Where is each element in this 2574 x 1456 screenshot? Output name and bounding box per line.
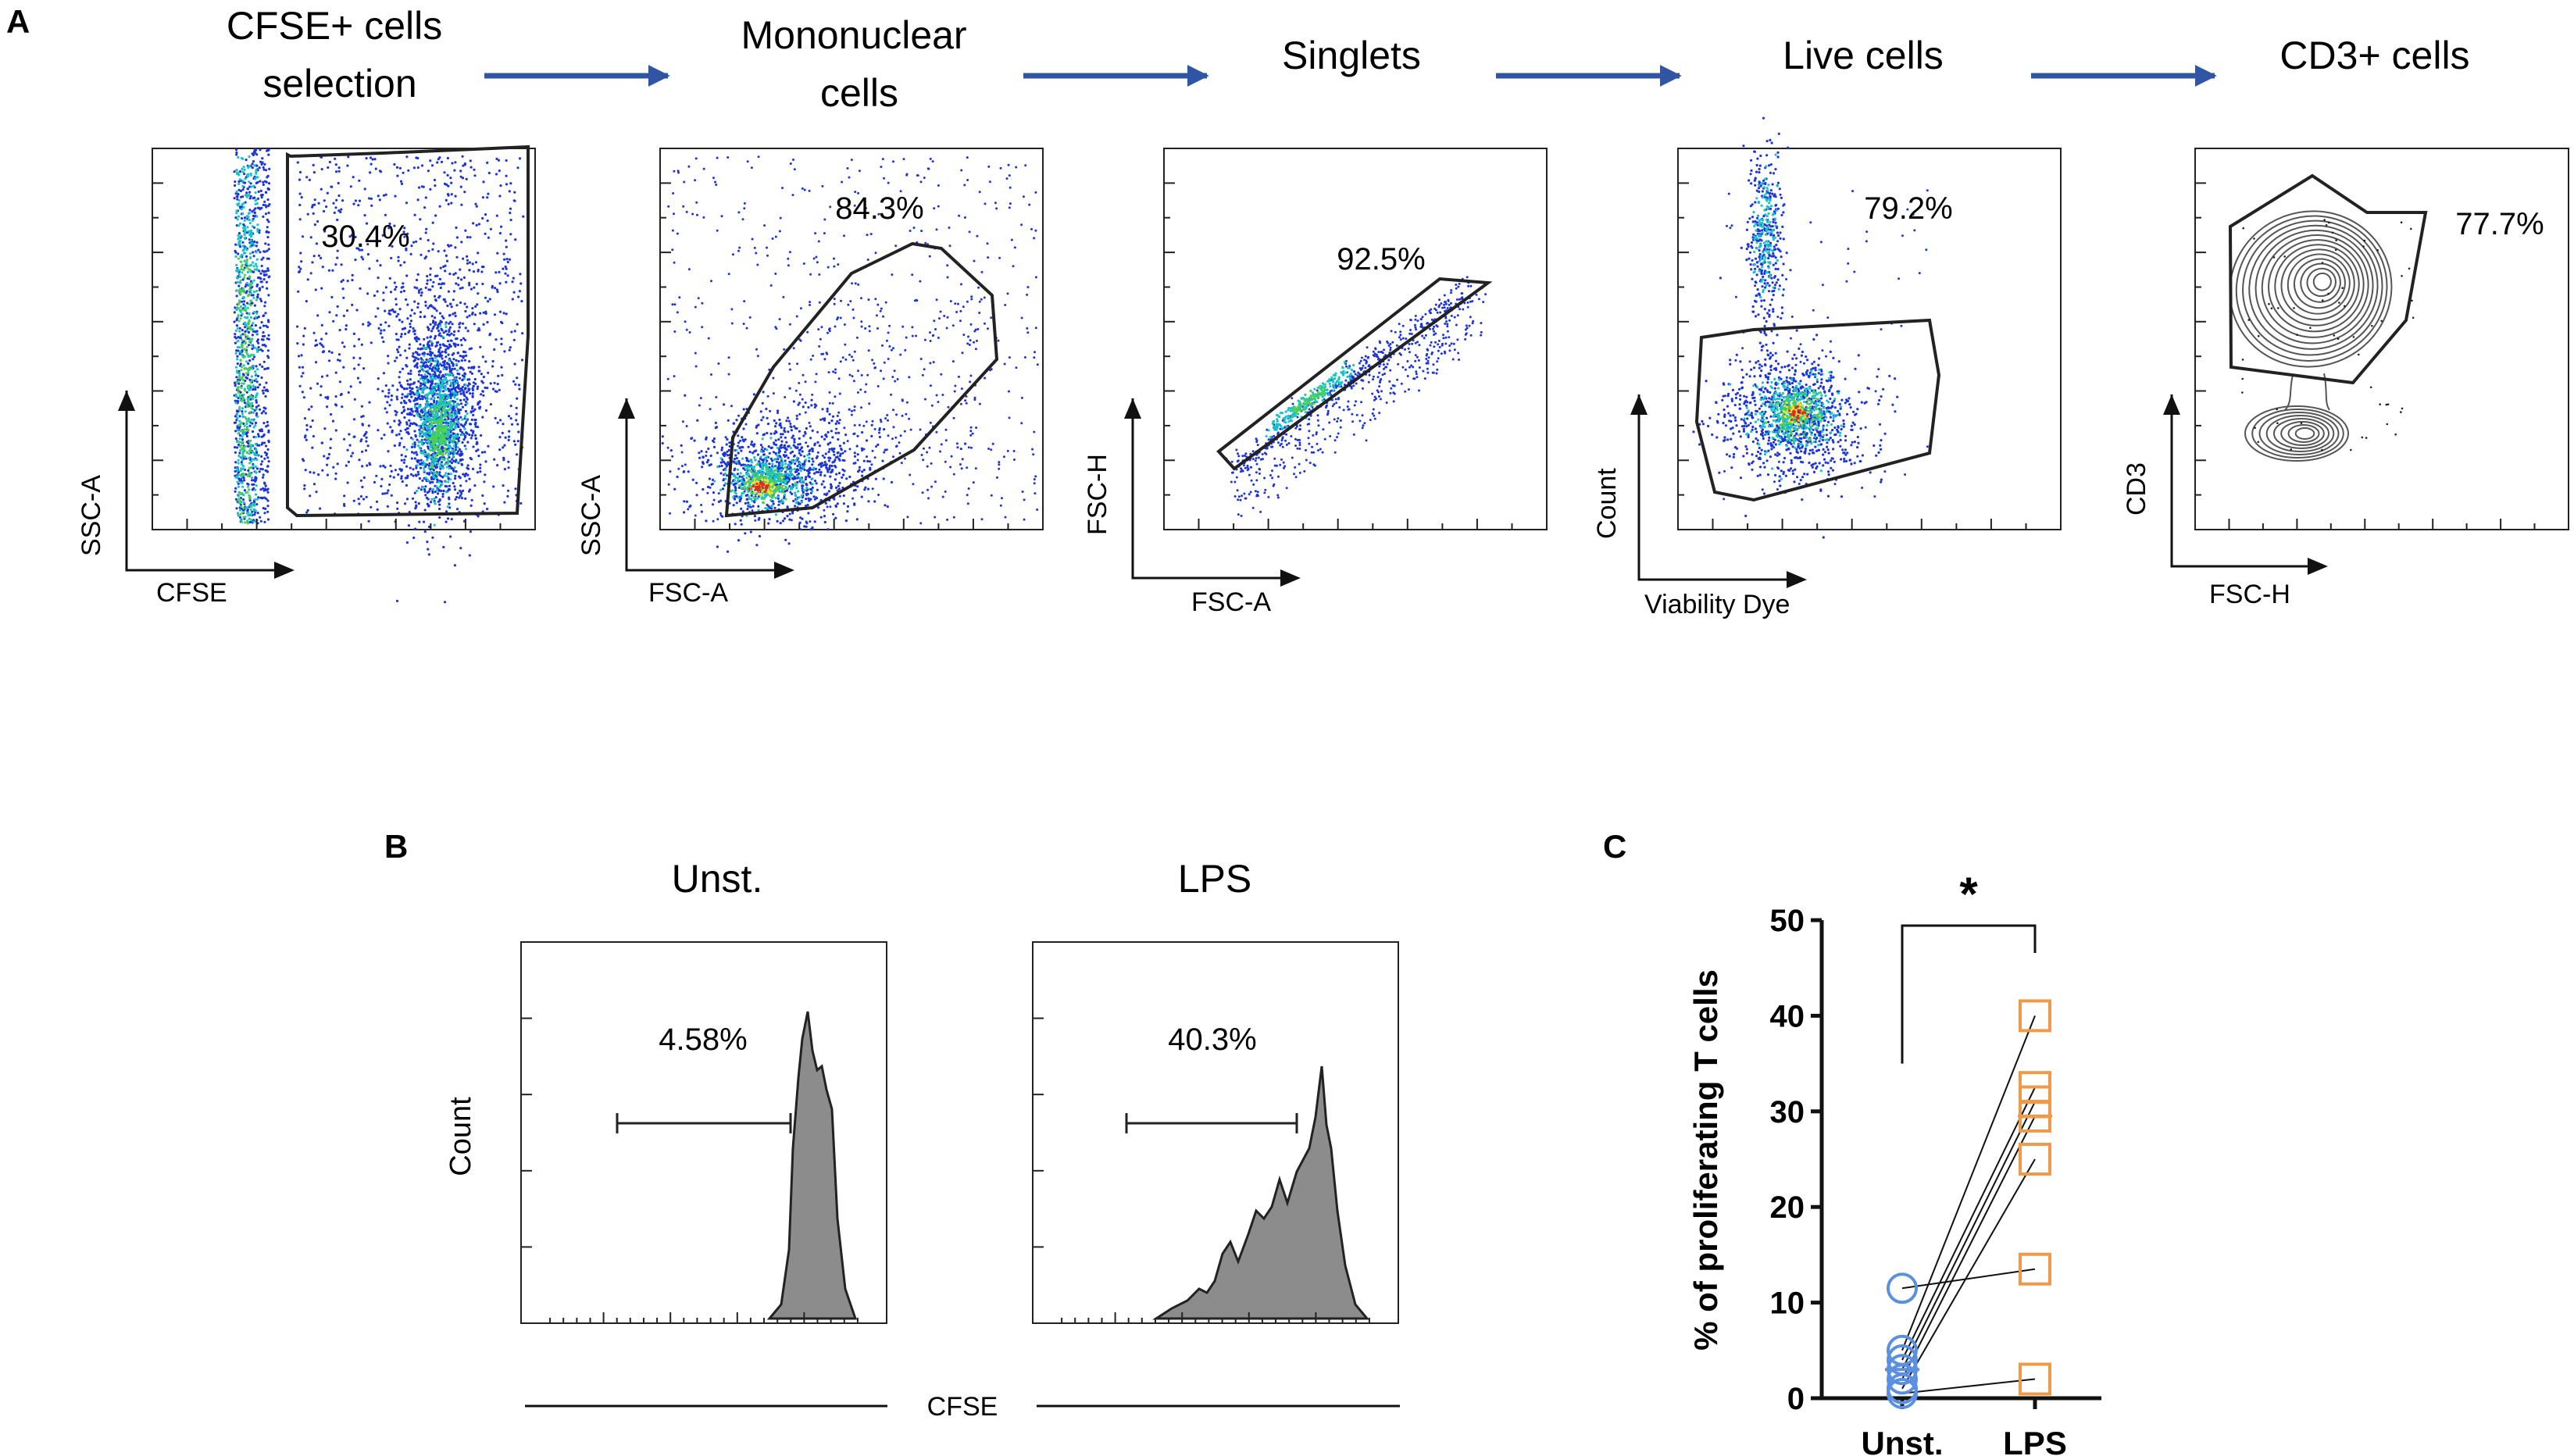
x-label-2: FSC-A: [648, 578, 728, 608]
plot-frame-ticks: [152, 182, 2536, 530]
gate-live: [1694, 318, 1941, 502]
gate-singlets: [1216, 277, 1493, 471]
panel-a-label: A: [6, 3, 30, 40]
axis-arrowhead-2-y: [618, 398, 635, 419]
chart-x-tick-label-1: LPS: [2003, 1425, 2067, 1456]
pair-line-5: [1901, 1158, 2036, 1390]
histogram-frame-ticks: [521, 1017, 1370, 1323]
significance-star: *: [1959, 868, 1978, 920]
percent-mononuclear: 84.3%: [835, 191, 923, 226]
pair-line-2: [1901, 1087, 2036, 1361]
y-label-4: Count: [1592, 468, 1622, 539]
histogram-lps-frame: [1032, 941, 1399, 1324]
percent-lps: 40.3%: [1168, 1022, 1256, 1057]
pair-line-4: [1901, 1115, 2036, 1379]
axis-arrows: [125, 391, 2324, 581]
lps-point-1: [2019, 999, 2051, 1033]
significance-bracket: [1901, 924, 2037, 1064]
histogram-x-label: CFSE: [927, 1392, 998, 1422]
gates: [286, 145, 2428, 518]
unst-point-0: [1887, 1272, 1918, 1304]
x-label-4: Viability Dye: [1644, 590, 1790, 619]
plot-frame-1: [152, 148, 536, 530]
x-label-3: FSC-A: [1191, 587, 1271, 617]
histogram-y-label: Count: [444, 1097, 477, 1176]
pair-line-3: [1901, 1101, 2036, 1370]
cfse-scatter-dots: [233, 148, 525, 604]
histogram-unst-title: Unst.: [672, 857, 763, 901]
plot-frame-4: [1677, 148, 2062, 530]
percent-cd3: 77.7%: [2455, 207, 2544, 241]
unst-point-6: [1887, 1377, 1918, 1409]
step-1-title: CFSE+ cells selection: [227, 4, 453, 105]
x-label-5: FSC-H: [2209, 580, 2290, 609]
axis-arrowhead-5-x: [2308, 558, 2328, 575]
lps-point-6: [2019, 1362, 2051, 1396]
axis-arrowhead-5-y: [2163, 394, 2180, 415]
percent-singlets: 92.5%: [1337, 242, 1425, 277]
axis-arrow-2: [625, 398, 791, 572]
chart-x-tick-label-0: Unst.: [1862, 1425, 1944, 1456]
axis-arrowhead-2-x: [774, 562, 794, 579]
proliferation-chart: 0 10 20 30 40 50 Unst. LPS % of proliferating T …: [1687, 868, 2101, 1456]
lps-point-4: [2019, 1099, 2051, 1133]
chart-y-tick-label-40: 40: [1770, 999, 1805, 1033]
live-scatter-dots: [1692, 116, 1929, 539]
step-4-title: Live cells: [1783, 34, 1944, 77]
gate-cd3: [2228, 173, 2428, 385]
axis-arrowhead-3-y: [1124, 398, 1141, 419]
chart-y-label: % of proliferating T cells: [1687, 969, 1724, 1351]
histogram-lps-title: LPS: [1178, 857, 1252, 901]
mononuclear-scatter-dots: [661, 155, 1039, 553]
histogram-unst-curve: [766, 1011, 858, 1320]
lps-point-5: [2019, 1143, 2051, 1176]
cd3-contour-lines: [2229, 210, 2415, 462]
axis-arrow-1: [125, 391, 291, 572]
axis-arrow-3: [1131, 398, 1297, 580]
unst-point-4: [1887, 1363, 1918, 1395]
gate-mononuclear: [724, 241, 999, 518]
axis-arrow-5: [2170, 394, 2324, 568]
plot-frame-2: [659, 148, 1044, 530]
gate-cfse: [286, 145, 530, 518]
step-2-title: Mononuclear cells: [741, 13, 978, 115]
percent-unst: 4.58%: [659, 1022, 747, 1057]
chart-y-tick-label-30: 30: [1770, 1095, 1805, 1129]
x-label-1: CFSE: [156, 578, 227, 608]
percent-live: 79.2%: [1864, 191, 1952, 226]
chart-y-tick-label-10: 10: [1770, 1286, 1805, 1321]
axis-arrowhead-4-y: [1630, 394, 1648, 415]
singlets-scatter-dots: [1225, 276, 1487, 517]
plot-frames: [152, 148, 2569, 530]
percent-cfse: 30.4%: [321, 219, 409, 254]
pair-line-1: [1901, 1015, 2036, 1351]
axis-arrow-4: [1637, 394, 1803, 581]
axis-arrowhead-1-y: [118, 391, 135, 411]
lps-point-0: [2019, 1252, 2051, 1286]
plot-frame-3: [1163, 148, 1548, 530]
chart-y-tick-label-20: 20: [1770, 1190, 1805, 1225]
axis-arrowhead-1-x: [274, 562, 295, 579]
histogram-markers: [616, 1113, 1298, 1133]
histogram-unst-frame: [520, 941, 887, 1324]
plot-frame-5: [2194, 148, 2569, 530]
y-label-5: CD3: [2122, 462, 2151, 516]
axis-arrowhead-3-x: [1280, 569, 1301, 587]
unst-point-3: [1887, 1354, 1918, 1386]
y-label-2: SSC-A: [577, 475, 606, 556]
pair-line-0: [1901, 1268, 2036, 1290]
panel-c-label: C: [1603, 828, 1626, 865]
axis-arrowheads: [118, 391, 2328, 588]
y-label-1: SSC-A: [77, 475, 106, 556]
chart-y-tick-label-0: 0: [1787, 1382, 1805, 1416]
panel-b-label: B: [384, 828, 408, 865]
step-3-title: Singlets: [1282, 34, 1421, 77]
step-5-title: CD3+ cells: [2279, 34, 2469, 77]
axis-arrowhead-4-x: [1787, 571, 1807, 588]
chart-y-tick-label-50: 50: [1770, 904, 1805, 938]
histogram-lps-curve: [1151, 1065, 1370, 1320]
pair-line-6: [1901, 1378, 2036, 1394]
y-label-3: FSC-H: [1083, 454, 1112, 535]
